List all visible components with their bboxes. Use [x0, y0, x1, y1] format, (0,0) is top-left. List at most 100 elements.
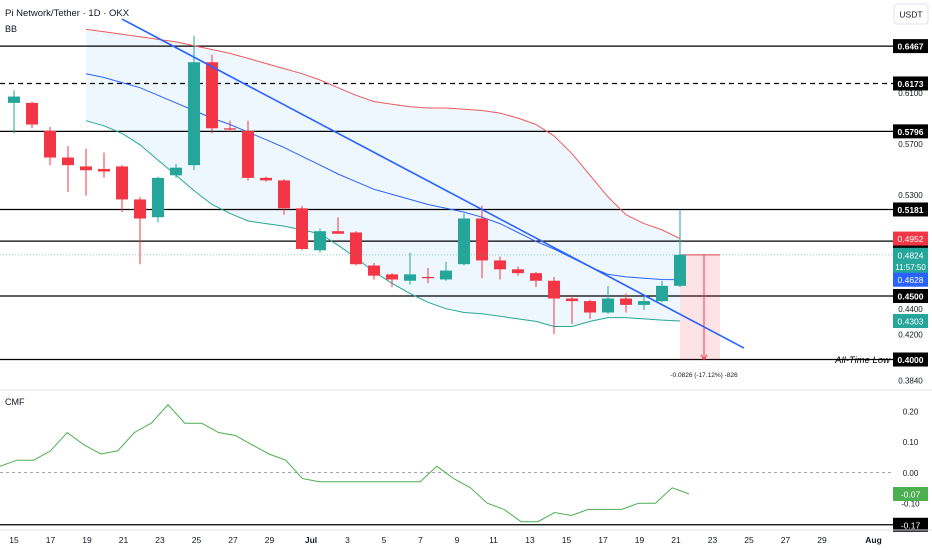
- level-label: 0.6173: [898, 79, 924, 89]
- x-tick-label: 27: [228, 535, 238, 545]
- level-label: 0.4000: [898, 355, 924, 365]
- candle-body: [368, 265, 380, 276]
- x-tick-label: 5: [382, 535, 387, 545]
- x-tick-label: 17: [46, 535, 56, 545]
- bollinger-band-fill: [86, 29, 680, 327]
- x-tick-label: 29: [265, 535, 275, 545]
- level-label-bg: [893, 352, 928, 367]
- candle-body: [62, 157, 74, 166]
- candle-body: [80, 166, 92, 171]
- cmf-label[interactable]: CMF: [5, 397, 25, 407]
- horizontal-levels: All-Time Low: [0, 45, 893, 366]
- y-tick-label: 0.5700: [898, 140, 923, 149]
- price-label: 0.4952: [898, 234, 924, 244]
- x-tick-label: 9: [455, 535, 460, 545]
- cmf-y-axis-ticks: 0.20 0.10 0.00 -0.10: [901, 407, 920, 508]
- x-tick-label: 11: [489, 535, 498, 545]
- candle-body: [350, 232, 362, 265]
- x-tick-label: 17: [598, 535, 608, 545]
- candle-body: [98, 168, 110, 172]
- indicator-label-bb[interactable]: BB: [5, 24, 17, 34]
- candlesticks: [8, 35, 686, 335]
- level-label: 0.6467: [898, 42, 924, 52]
- level-label-bg: [893, 76, 928, 91]
- x-tick-label: 19: [82, 535, 92, 545]
- cmf-y-tick-label: -0.10: [901, 500, 920, 509]
- bollinger-upper-band: [85, 28, 681, 240]
- candle-body: [476, 218, 488, 261]
- level-label-bg: [893, 39, 928, 54]
- price-label: 0.4824: [898, 250, 924, 260]
- candle-body: [44, 130, 56, 158]
- cmf-pane[interactable]: -0.17: [0, 389, 932, 532]
- cmf-y-tick-label: 0.00: [903, 469, 919, 478]
- price-projection: -0.0826 (-17.12%) -826: [670, 254, 738, 379]
- candle-body: [530, 273, 542, 281]
- price-label: 0.4303: [898, 317, 924, 327]
- candle-body: [638, 301, 650, 305]
- currency-label: USDT: [899, 10, 922, 20]
- candle-body: [602, 298, 614, 313]
- cmf-y-tick-label: 0.10: [903, 438, 919, 447]
- price-pane[interactable]: All-Time Low -0.0826 (-17.12%) -826: [0, 18, 893, 379]
- cmf-level-label: -0.17: [901, 520, 921, 530]
- currency-button-bg[interactable]: [893, 3, 929, 25]
- projection-arrow-head: [700, 354, 708, 361]
- x-tick-label: Aug: [865, 535, 882, 545]
- candle-body: [656, 285, 668, 302]
- x-tick-label: 25: [744, 535, 754, 545]
- candle-body: [206, 62, 218, 129]
- candle-body: [170, 167, 182, 176]
- candle-body: [116, 166, 128, 200]
- level-label-bg: [893, 202, 928, 217]
- currency-selector[interactable]: USDT: [893, 3, 929, 25]
- level-label-bg: [893, 124, 928, 139]
- level-label: 0.5796: [898, 127, 924, 137]
- cmf-y-tick-label: 0.20: [903, 407, 919, 416]
- level-label-bg: [893, 288, 928, 303]
- cmf-last-label: -0.07: [901, 490, 921, 500]
- candle-body: [548, 280, 560, 299]
- descending-trendline[interactable]: [121, 18, 745, 349]
- y-tick-label: 0.4400: [898, 305, 923, 314]
- level-label: 0.4500: [898, 291, 924, 301]
- x-axis-ticks: 15 17 19 21 23 25 27 29 Jul 3 5 7 9 11 13 15 17 19 21 23 25 2…: [9, 535, 882, 545]
- candle-body: [242, 130, 254, 178]
- bollinger-lower-band: [85, 120, 681, 327]
- candle-body: [278, 180, 290, 209]
- symbol-title[interactable]: Pi Network/Tether · 1D · OKX: [5, 8, 130, 19]
- cmf-levels: -0.17: [0, 517, 928, 532]
- candle-body: [674, 254, 686, 286]
- x-tick-label: 19: [635, 535, 645, 545]
- candle-body: [260, 177, 272, 181]
- candle-body: [566, 298, 578, 302]
- x-tick-label: 29: [817, 535, 827, 545]
- x-tick-label: 3: [345, 535, 350, 545]
- candle-body: [620, 298, 632, 305]
- candle-body: [422, 276, 434, 279]
- price-label-bg: [893, 272, 928, 287]
- y-tick-label: 0.5300: [898, 191, 923, 200]
- cmf-line: [0, 404, 690, 523]
- all-time-low-annotation: All-Time Low: [834, 355, 891, 366]
- candle-body: [386, 274, 398, 280]
- candle-body: [296, 208, 308, 249]
- price-label-bg: [893, 247, 928, 274]
- candle-body: [224, 128, 236, 130]
- candle-body: [134, 199, 146, 219]
- candle-body: [26, 102, 38, 125]
- y-tick-label: 0.4200: [898, 331, 923, 340]
- candle-body: [8, 96, 20, 103]
- x-tick-label: 23: [708, 535, 718, 545]
- candle-body: [584, 301, 596, 313]
- x-tick-label: 15: [562, 535, 572, 545]
- x-tick-label: 25: [192, 535, 202, 545]
- y-tick-label: 0.6100: [898, 89, 923, 98]
- x-tick-label: 23: [155, 535, 165, 545]
- projection-box: [680, 254, 720, 360]
- x-tick-label: 13: [525, 535, 535, 545]
- price-label-bg: [893, 231, 928, 246]
- cmf-last-label-bg: [893, 487, 928, 501]
- candle-body: [494, 260, 506, 270]
